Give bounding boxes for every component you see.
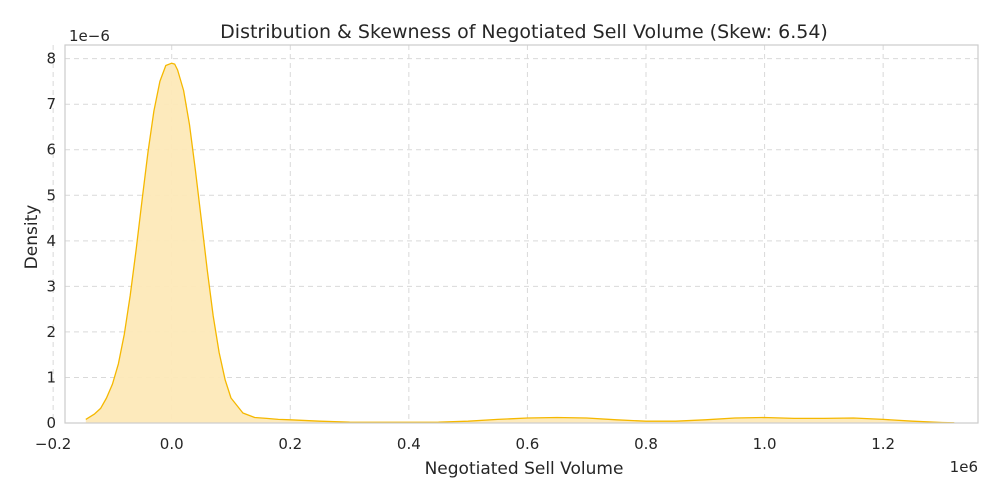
x-tick-label: 0.2	[278, 435, 302, 453]
plot-frame	[64, 44, 979, 424]
y-axis-ticks: 0 1 2 3 4 5 6 7 8	[46, 50, 56, 432]
x-tick-label: 0.6	[515, 435, 539, 453]
density-area	[85, 63, 955, 423]
x-tick-label: 0.4	[397, 435, 421, 453]
y-tick-label: 0	[46, 414, 56, 432]
y-tick-label: 8	[46, 50, 56, 68]
x-tick-label: 1.2	[871, 435, 895, 453]
grid-lines	[52, 45, 978, 424]
x-tick-label: 0.0	[160, 435, 184, 453]
y-axis-label: Density	[22, 205, 42, 270]
x-tick-label: −0.2	[35, 435, 71, 453]
y-tick-label: 1	[46, 368, 56, 386]
y-tick-label: 3	[46, 277, 56, 295]
y-tick-label: 7	[46, 95, 56, 113]
density-series	[85, 62, 955, 424]
density-line	[85, 62, 955, 424]
x-axis-ticks: −0.2 0.0 0.2 0.4 0.6 0.8 1.0 1.2	[35, 435, 895, 453]
y-tick-label: 2	[46, 323, 56, 341]
y-tick-label: 5	[46, 186, 56, 204]
x-offset-text: 1e6	[950, 458, 978, 476]
x-tick-label: 1.0	[753, 435, 777, 453]
chart-title: Distribution & Skewness of Negotiated Se…	[220, 21, 828, 43]
y-tick-label: 6	[46, 141, 56, 159]
x-tick-label: 0.8	[634, 435, 658, 453]
y-tick-label: 4	[46, 232, 56, 250]
y-offset-text: 1e−6	[69, 27, 110, 45]
x-axis-label: Negotiated Sell Volume	[425, 459, 624, 479]
